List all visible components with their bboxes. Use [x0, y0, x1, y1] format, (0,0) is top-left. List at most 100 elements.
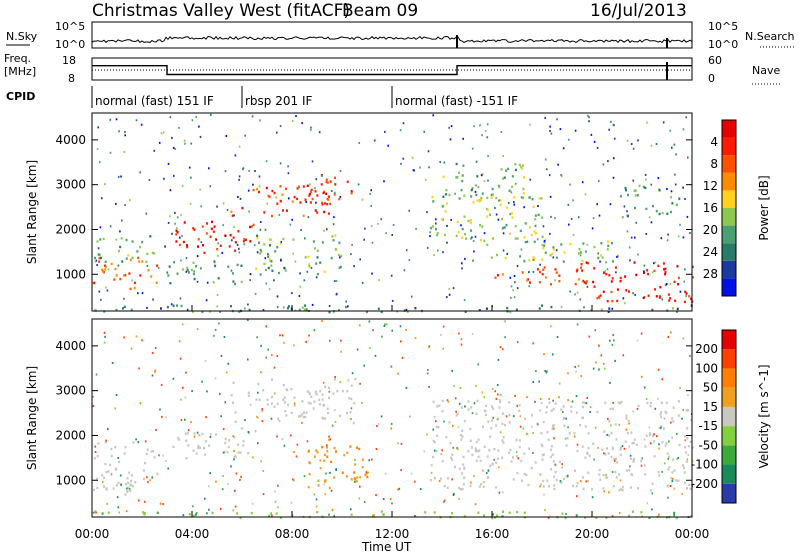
range-gate-cell	[138, 260, 141, 263]
range-gate-cell	[128, 487, 131, 490]
range-gate-cell	[448, 293, 451, 296]
range-gate-cell	[101, 197, 103, 200]
range-gate-cell	[233, 436, 236, 439]
range-gate-cell	[608, 491, 610, 494]
range-gate-cell	[560, 306, 563, 308]
range-gate-cell	[340, 350, 342, 353]
range-gate-cell	[464, 310, 467, 313]
range-gate-cell	[445, 188, 448, 192]
range-gate-cell	[510, 296, 512, 299]
range-gate-cell	[646, 269, 649, 272]
range-gate-cell	[196, 431, 199, 434]
freq-tick-top: 18	[62, 54, 76, 67]
cpid-segment-label: rbsp 201 IF	[245, 94, 312, 108]
range-gate-cell	[276, 246, 279, 249]
range-gate-cell	[167, 221, 170, 224]
range-gate-cell	[472, 239, 475, 242]
range-gate-cell	[539, 473, 542, 476]
range-gate-cell	[321, 201, 323, 205]
range-gate-cell	[541, 235, 544, 238]
range-gate-cell	[649, 433, 652, 437]
range-gate-cell	[274, 250, 277, 253]
range-gate-cell	[602, 474, 605, 477]
range-gate-cell	[191, 310, 194, 313]
range-gate-cell	[140, 123, 143, 126]
range-gate-cell	[668, 465, 671, 469]
range-gate-cell	[539, 270, 541, 274]
colorbar-swatch	[722, 464, 736, 484]
range-gate-cell	[192, 514, 195, 518]
range-gate-cell	[198, 434, 201, 437]
range-gate-cell	[452, 424, 454, 427]
range-gate-cell	[646, 121, 648, 124]
colorbar-tick-label: 4	[710, 135, 718, 149]
range-gate-cell	[470, 406, 473, 409]
range-gate-cell	[609, 203, 612, 206]
range-gate-cell	[358, 447, 361, 451]
range-gate-cell	[657, 264, 660, 268]
range-gate-cell	[123, 274, 125, 277]
range-gate-cell	[436, 405, 439, 408]
range-gate-cell	[542, 420, 545, 424]
range-gate-cell	[515, 451, 518, 454]
range-gate-cell	[308, 263, 310, 266]
range-gate-cell	[234, 455, 237, 459]
range-gate-cell	[263, 243, 266, 246]
range-gate-cell	[238, 247, 240, 250]
range-gate-cell	[113, 278, 116, 281]
range-gate-cell	[406, 310, 409, 313]
range-gate-cell	[171, 232, 173, 235]
range-gate-cell	[469, 484, 472, 487]
range-gate-cell	[208, 444, 211, 447]
range-gate-cell	[205, 299, 208, 302]
range-gate-cell	[361, 198, 364, 201]
range-gate-cell	[641, 457, 643, 460]
range-gate-cell	[664, 270, 667, 274]
range-gate-cell	[547, 438, 550, 441]
x-tick-label: 16:00	[475, 527, 510, 541]
range-gate-cell	[250, 225, 253, 228]
range-gate-cell	[625, 289, 628, 292]
range-gate-cell	[451, 478, 453, 481]
range-gate-cell	[486, 243, 489, 247]
range-gate-cell	[152, 450, 155, 453]
range-gate-cell	[306, 390, 309, 393]
range-gate-cell	[463, 476, 466, 479]
range-gate-cell	[599, 260, 601, 263]
range-gate-cell	[594, 329, 597, 332]
range-gate-cell	[265, 269, 267, 271]
range-gate-cell	[278, 419, 281, 423]
range-gate-cell	[585, 280, 588, 283]
range-gate-cell	[214, 328, 217, 331]
range-gate-cell	[435, 227, 437, 231]
range-gate-cell	[330, 256, 333, 260]
range-gate-cell	[483, 396, 486, 399]
range-gate-cell	[309, 183, 311, 186]
range-gate-cell	[521, 479, 523, 482]
range-gate-cell	[452, 446, 455, 449]
range-gate-cell	[686, 458, 689, 461]
range-gate-cell	[408, 209, 410, 212]
range-gate-cell	[162, 131, 165, 134]
range-gate-cell	[585, 402, 588, 405]
range-gate-cell	[335, 468, 337, 471]
y-axis-title: Slant Range [km]	[25, 366, 39, 470]
range-gate-cell	[520, 196, 523, 199]
range-gate-cell	[353, 402, 356, 405]
range-gate-cell	[537, 423, 539, 426]
range-gate-cell	[565, 417, 567, 420]
range-gate-cell	[256, 234, 259, 237]
range-gate-cell	[498, 199, 500, 202]
range-gate-cell	[682, 236, 685, 239]
range-gate-cell	[495, 213, 498, 216]
range-gate-cell	[650, 221, 653, 224]
range-gate-cell	[428, 166, 430, 169]
range-gate-cell	[240, 475, 242, 478]
range-gate-cell	[225, 135, 228, 137]
range-gate-cell	[100, 298, 102, 301]
range-gate-cell	[156, 264, 159, 267]
range-gate-cell	[572, 484, 575, 488]
range-gate-cell	[371, 272, 373, 275]
range-gate-cell	[603, 271, 605, 274]
range-gate-cell	[541, 216, 544, 219]
